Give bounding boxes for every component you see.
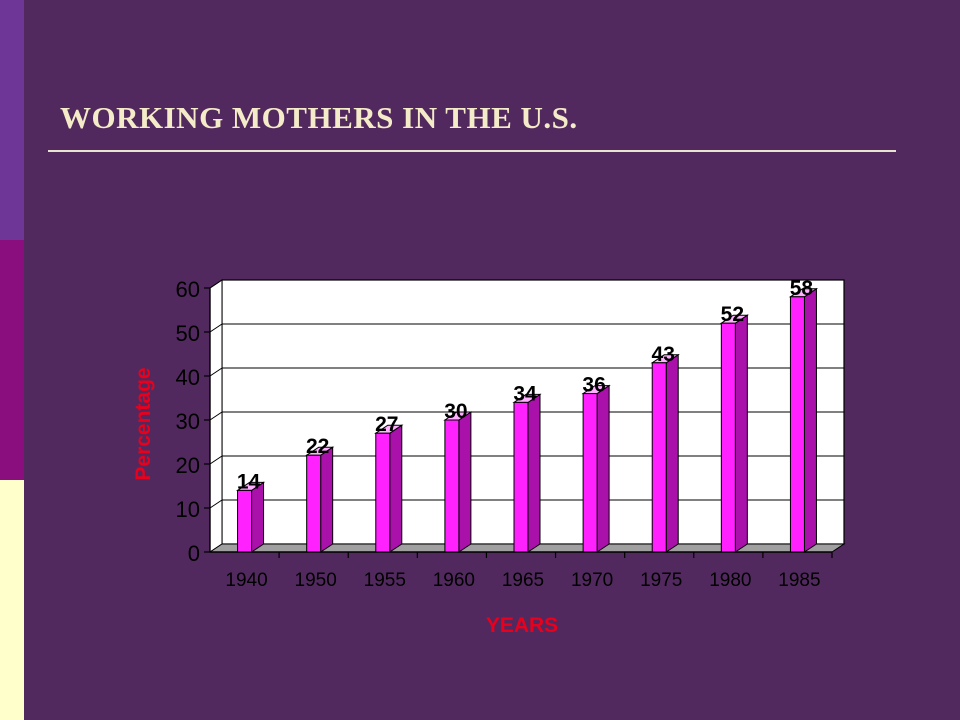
- bar-side: [596, 384, 610, 553]
- gridline-side: [209, 323, 223, 333]
- x-tick-label: 1955: [364, 570, 406, 591]
- bar: [512, 393, 542, 553]
- bar-front: [651, 362, 667, 553]
- bar: [788, 287, 819, 553]
- y-tick-label: 50: [176, 321, 200, 346]
- sidebar-block-top: [0, 0, 24, 240]
- gridline-side: [209, 367, 223, 377]
- data-label: 36: [582, 374, 605, 397]
- x-tick-label: 1960: [433, 570, 475, 591]
- data-label: 58: [790, 277, 814, 300]
- bar: [374, 424, 404, 553]
- sidebar-block-middle: [0, 240, 24, 480]
- bar-side: [665, 353, 679, 553]
- bar: [443, 411, 473, 553]
- bar-front: [789, 296, 805, 553]
- slide-title: WORKING MOTHERS IN THE U.S.: [60, 100, 578, 135]
- bar-front: [375, 432, 391, 553]
- data-label: 22: [306, 435, 329, 458]
- data-label: 14: [237, 470, 261, 493]
- data-label: 43: [652, 343, 675, 366]
- y-tick-label: 10: [176, 497, 200, 522]
- y-tick-label: 0: [188, 541, 200, 566]
- data-label: 30: [444, 400, 467, 423]
- x-tick-label: 1975: [640, 570, 682, 591]
- sidebar-accent: [0, 0, 24, 720]
- bar-side: [320, 446, 334, 553]
- bar-front: [582, 393, 598, 553]
- x-tick-label: 1940: [225, 570, 267, 591]
- bar-front: [513, 401, 529, 553]
- data-label: 52: [721, 303, 744, 326]
- bar-side: [734, 314, 748, 553]
- bar: [650, 353, 680, 553]
- y-tick-label: 20: [176, 453, 200, 478]
- bar: [235, 481, 266, 553]
- bar-side: [803, 287, 817, 553]
- bar-front: [237, 489, 253, 553]
- bar-front: [444, 419, 460, 553]
- y-axis-title: Percentage: [132, 367, 155, 480]
- title-underline: [48, 150, 896, 152]
- bar-side: [527, 393, 541, 553]
- bar-front: [720, 322, 736, 553]
- x-tick-label: 1950: [295, 570, 337, 591]
- gridline-side: [209, 279, 223, 289]
- bar: [305, 446, 335, 553]
- bar: [719, 314, 749, 553]
- x-axis-title: YEARS: [486, 614, 558, 637]
- y-tick-label: 60: [176, 277, 200, 302]
- gridline-side: [209, 455, 223, 465]
- data-label: 27: [375, 413, 398, 436]
- x-tick-label: 1985: [778, 570, 820, 591]
- x-tick-label: 1970: [571, 570, 613, 591]
- y-tick-label: 40: [176, 365, 200, 390]
- data-label: 34: [513, 382, 537, 405]
- x-tick-label: 1965: [502, 570, 544, 591]
- bar-side: [458, 411, 472, 553]
- gridline-side: [209, 411, 223, 421]
- y-tick-label: 30: [176, 409, 200, 434]
- bar-side: [389, 424, 403, 553]
- gridline-side: [209, 499, 223, 509]
- sidebar-block-bottom: [0, 480, 24, 720]
- x-tick-label: 1980: [709, 570, 751, 591]
- bar: [581, 384, 611, 553]
- bar-front: [306, 454, 322, 553]
